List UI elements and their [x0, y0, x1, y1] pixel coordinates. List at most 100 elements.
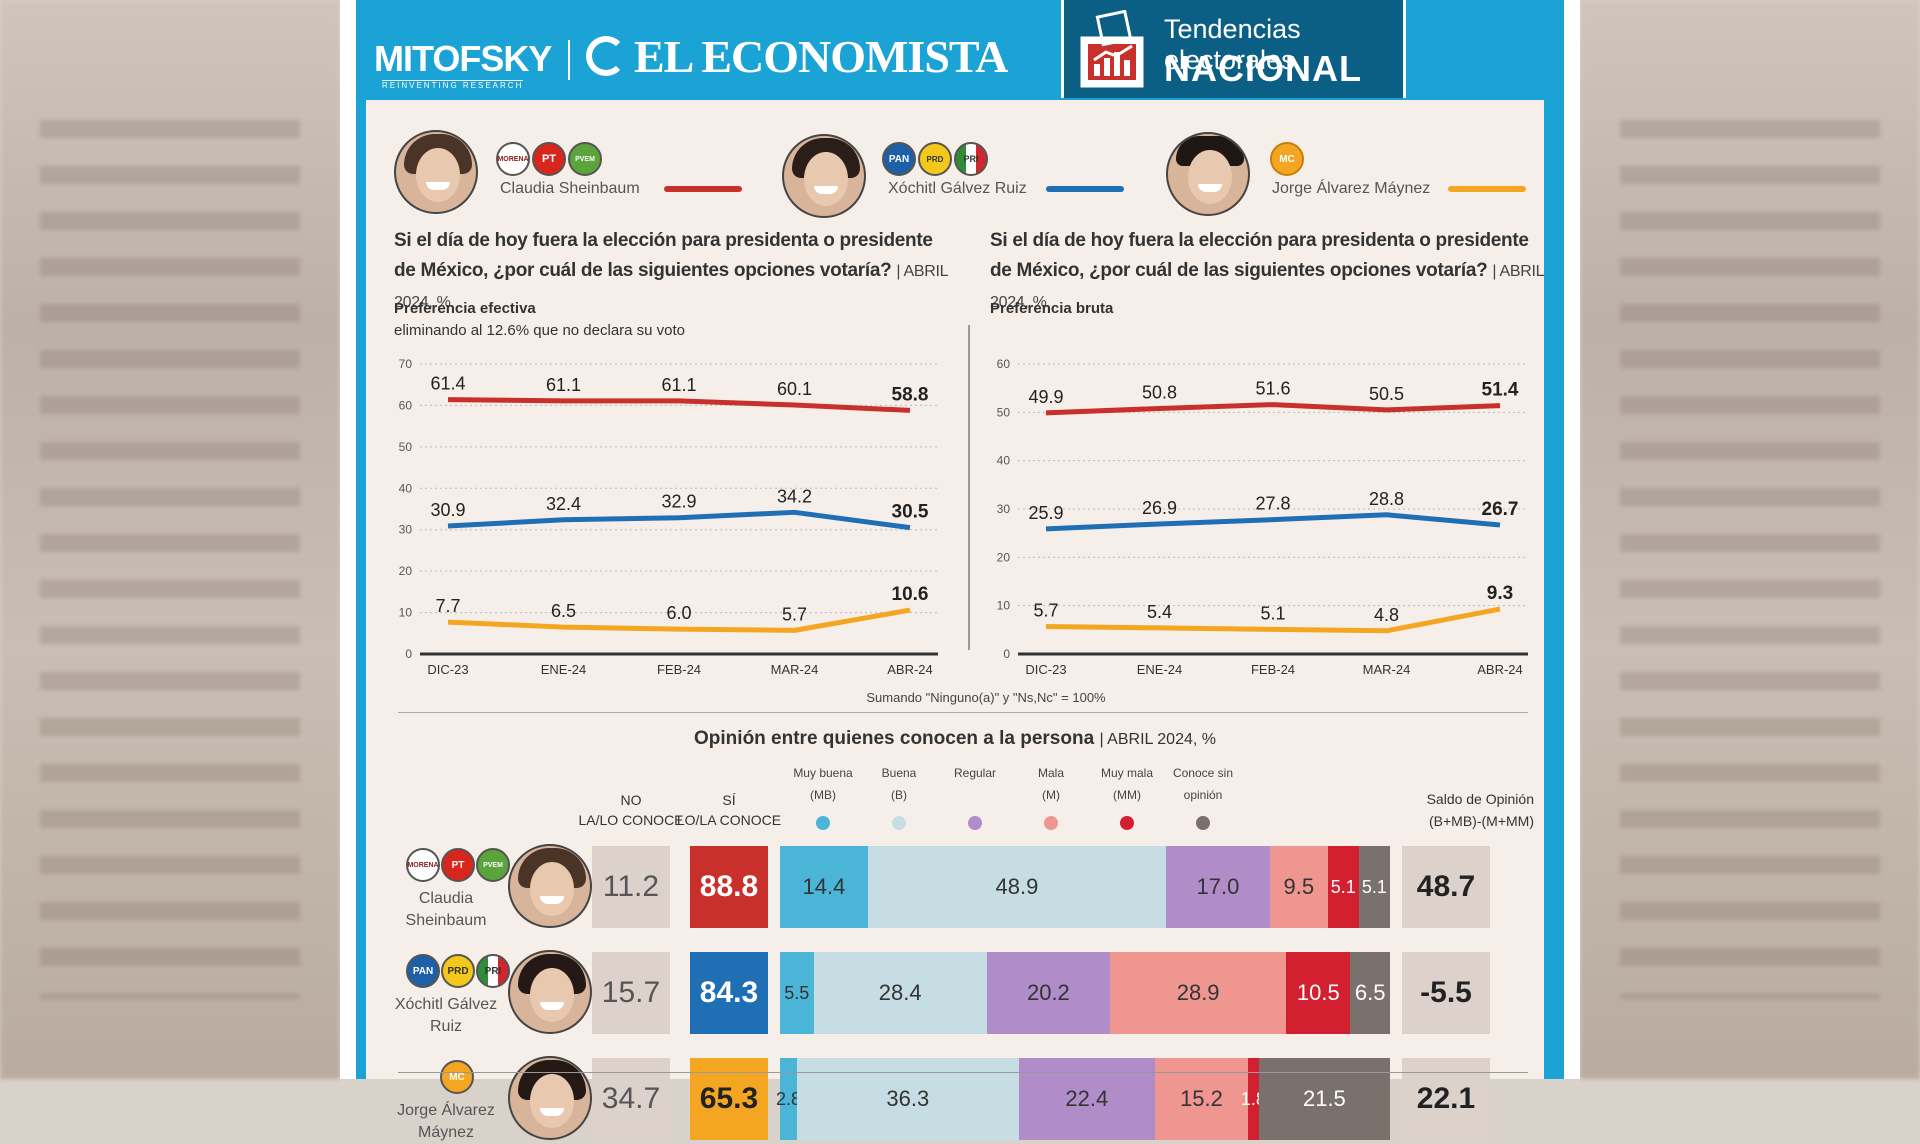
y-tick-label: 50 [997, 405, 1011, 419]
series-line-0 [447, 397, 911, 413]
trend-title-line2: NACIONAL [1164, 48, 1362, 89]
party-logos: MC [1270, 142, 1304, 176]
bar-segment: 21.5 [1258, 1058, 1390, 1140]
bar-segment: 15.2 [1155, 1058, 1248, 1140]
opinion-title-text: Opinión entre quienes conocen a la perso… [694, 728, 1095, 749]
el-economista-wordmark: EL ECONOMISTA [634, 31, 1008, 82]
opinion-title: Opinión entre quienes conocen a la perso… [366, 728, 1544, 750]
background-blur-left [0, 0, 340, 1079]
data-label: 51.6 [1255, 379, 1290, 399]
content-area: MORENA PT PVEM Claudia Sheinbaum PAN PRD… [366, 100, 1544, 1141]
x-tick-label: FEB-24 [1251, 662, 1295, 677]
section-divider [398, 712, 1528, 713]
prd-logo-icon: PRD [918, 142, 952, 176]
x-tick-label: FEB-24 [657, 662, 701, 677]
legend-label: Conoce sin opinión [1172, 766, 1234, 802]
data-label: 10.6 [892, 584, 929, 605]
morena-logo-icon: MORENA [406, 848, 440, 882]
no-conoce-value: 11.2 [592, 846, 670, 928]
header-separator [568, 40, 570, 80]
legend-swatch [892, 816, 906, 830]
prd-logo-icon: PRD [441, 954, 475, 988]
x-tick-label: ABR-24 [1477, 662, 1523, 677]
data-label: 30.9 [430, 500, 465, 520]
candidate-legend-galvez: PAN PRD PRI Xóchitl Gálvez Ruiz [782, 130, 1124, 220]
data-label: 32.9 [661, 492, 696, 512]
data-label: 26.9 [1142, 498, 1177, 518]
legend-label: Muy buena (MB) [793, 766, 853, 802]
col-header-no: NO LA/LO CONOCE [578, 792, 684, 828]
pvem-logo-icon: PVEM [476, 848, 510, 882]
data-label: 30.5 [892, 502, 929, 523]
candidate-legend-sheinbaum: MORENA PT PVEM Claudia Sheinbaum [394, 130, 742, 220]
ballot-box-icon [1080, 10, 1144, 88]
y-tick-label: 10 [997, 599, 1011, 613]
bar-segment: 9.5 [1269, 846, 1328, 928]
bar-segment: 14.4 [780, 846, 868, 928]
series-color-swatch [1046, 186, 1124, 192]
pri-logo-icon: PRI [954, 142, 988, 176]
candidate-name: Xóchitl Gálvez Ruiz [888, 180, 1027, 197]
el-economista-icon [586, 36, 626, 76]
y-tick-label: 30 [399, 523, 413, 537]
line-chart-gross: 0 10 20 30 40 50 60 DIC-23 ENE-24 FEB-24 MAR-24 ABR… [997, 357, 1528, 677]
si-conoce-value: 88.8 [690, 846, 768, 928]
y-tick-label: 10 [399, 606, 413, 620]
legend-label: Buena (B) [881, 766, 917, 802]
legend-label: Mala (M) [1037, 766, 1064, 802]
x-tick-label: ENE-24 [541, 662, 587, 677]
opinion-stacked-bar: 2.8 36.3 22.4 15.2 1.8 21.5 [776, 1058, 1390, 1140]
bar-segment: 5.1 [1358, 846, 1390, 928]
y-tick-label: 60 [997, 357, 1011, 371]
line-chart-effective: 0 10 20 30 40 50 60 70 DIC-23 ENE-24 FEB-24 MAR-24 A… [399, 357, 938, 677]
mc-logo-icon: MC [1270, 142, 1304, 176]
avatar [1166, 132, 1250, 216]
col-header-si: SÍ LO/LA CONOCE [676, 792, 782, 828]
series-color-swatch [664, 186, 742, 192]
x-tick-label: ABR-24 [887, 662, 933, 677]
bar-segment: 28.9 [1110, 952, 1287, 1034]
bar-segment: 1.8 [1241, 1058, 1266, 1140]
party-logos: MORENA PT PVEM [406, 848, 510, 882]
series-line-2 [447, 607, 911, 633]
pt-logo-icon: PT [441, 848, 475, 882]
right-subtitle: Preferencia bruta [990, 300, 1114, 317]
data-label: 5.7 [1033, 600, 1058, 620]
data-label: 49.9 [1028, 387, 1063, 407]
y-tick-label: 30 [997, 502, 1011, 516]
saldo-value: 48.7 [1402, 846, 1490, 928]
y-tick-label: 0 [405, 647, 412, 661]
si-conoce-value: 84.3 [690, 952, 768, 1034]
avatar [508, 1056, 592, 1140]
el-economista-logo: EL ECONOMISTA [586, 30, 1008, 83]
data-label: 26.7 [1482, 499, 1519, 520]
legend-label: Muy mala (MM) [1100, 766, 1153, 802]
background-blur-right [1580, 0, 1920, 1079]
candidate-name: Jorge Álvarez Máynez [1272, 180, 1431, 197]
x-tick-label: MAR-24 [1363, 662, 1411, 677]
x-tick-label: DIC-23 [1025, 662, 1066, 677]
left-question-date: | ABRIL 2024, % [394, 263, 948, 311]
bar-segment: 48.9 [867, 846, 1167, 928]
right-question: Si el día de hoy fuera la elección para … [990, 226, 1550, 318]
opinion-stacked-bar: 5.5 28.4 20.2 28.9 10.5 6.5 [780, 952, 1390, 1034]
data-label: 50.5 [1369, 384, 1404, 404]
data-label: 60.1 [777, 379, 812, 399]
data-label: 5.7 [782, 604, 807, 624]
x-tick-label: MAR-24 [771, 662, 819, 677]
bar-segment: 17.0 [1166, 846, 1270, 928]
data-label: 61.1 [661, 375, 696, 395]
data-label: 5.1 [1260, 603, 1285, 623]
right-question-text: Si el día de hoy fuera la elección para … [990, 230, 1529, 281]
y-tick-label: 70 [399, 357, 413, 371]
series-line-2 [1045, 606, 1501, 634]
trend-title-line1: Tendencias electorales [1164, 14, 1301, 75]
avatar [508, 844, 592, 928]
pan-logo-icon: PAN [406, 954, 440, 988]
data-label: 27.8 [1255, 494, 1290, 514]
bar-segment: 5.5 [780, 952, 814, 1034]
infographic-frame: MITOFSKY REINVENTING RESEARCH EL ECONOMI… [340, 0, 1580, 1141]
data-label: 25.9 [1028, 503, 1063, 523]
party-logos: PAN PRD PRI [882, 142, 988, 176]
party-logos: MC [440, 1060, 474, 1094]
